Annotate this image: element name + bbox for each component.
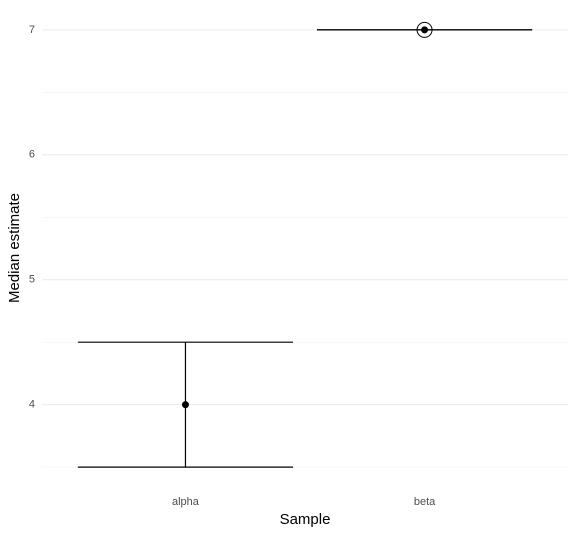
x-tick-label: beta — [414, 496, 436, 508]
y-tick-label: 6 — [29, 149, 35, 161]
y-axis-title: Median estimate — [6, 193, 23, 303]
x-tick-label: alpha — [172, 496, 200, 508]
y-tick-label: 5 — [29, 274, 35, 286]
x-axis-title: Sample — [280, 511, 331, 528]
median-point — [421, 26, 429, 34]
y-tick-label: 4 — [29, 399, 35, 411]
highlight-ring — [416, 21, 433, 38]
y-tick-label: 7 — [29, 24, 35, 36]
median-point — [181, 401, 189, 409]
